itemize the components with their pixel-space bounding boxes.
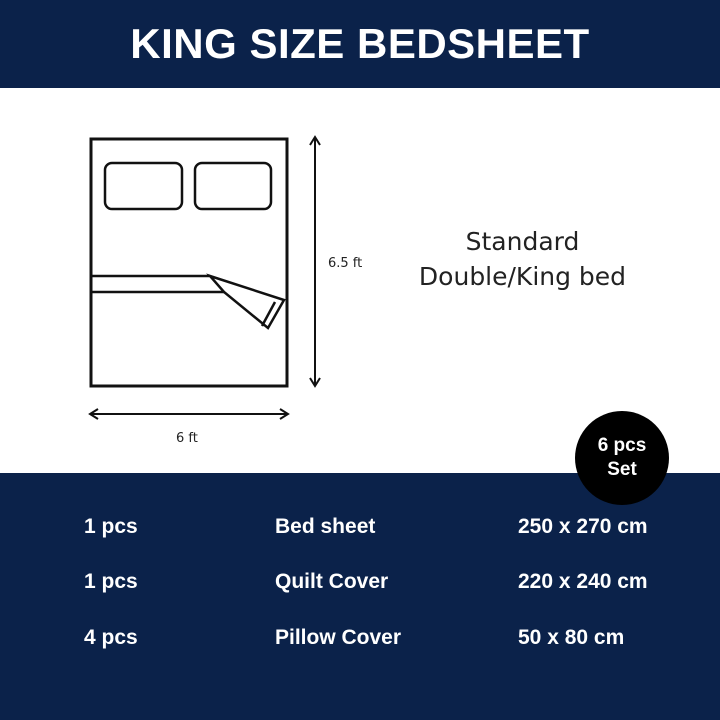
height-label: 6.5 ft (328, 256, 363, 271)
item-size: 50 x 80 cm (518, 626, 625, 649)
header-banner: KING SIZE BEDSHEET (0, 0, 720, 88)
item-qty: 4 pcs (84, 626, 138, 649)
bed-outline (89, 137, 289, 388)
pillow-left (103, 161, 184, 211)
badge-line1: 6 pcs (597, 435, 647, 456)
item-qty: 1 pcs (84, 570, 138, 593)
bed-type-text: Standard Double/King bed (400, 224, 645, 294)
bed-illustration (88, 135, 321, 420)
set-badge: 6 pcs Set (575, 411, 669, 505)
item-row: 1 pcs Quilt Cover 220 x 240 cm (0, 570, 720, 600)
height-arrow (309, 135, 321, 388)
item-row: 1 pcs Bed sheet 250 x 270 cm (0, 515, 720, 545)
item-qty: 1 pcs (84, 515, 138, 538)
width-arrow (88, 408, 290, 420)
item-name: Pillow Cover (275, 626, 402, 649)
width-label: 6 ft (176, 431, 198, 446)
item-name: Bed sheet (275, 515, 376, 538)
item-row: 4 pcs Pillow Cover 50 x 80 cm (0, 626, 720, 656)
pillow-right (193, 161, 273, 211)
bed-type-line1: Standard (465, 227, 580, 256)
item-name: Quilt Cover (275, 570, 389, 593)
bed-type-line2: Double/King bed (418, 262, 627, 291)
folded-sheet (91, 273, 286, 330)
page-title: KING SIZE BEDSHEET (130, 20, 590, 67)
bed-diagram: 6.5 ft 6 ft Standard Double/King bed (0, 88, 720, 473)
item-size: 220 x 240 cm (518, 570, 648, 593)
badge-line2: Set (607, 459, 637, 480)
contents-panel: 1 pcs Bed sheet 250 x 270 cm 1 pcs Quilt… (0, 473, 720, 720)
item-size: 250 x 270 cm (518, 515, 648, 538)
